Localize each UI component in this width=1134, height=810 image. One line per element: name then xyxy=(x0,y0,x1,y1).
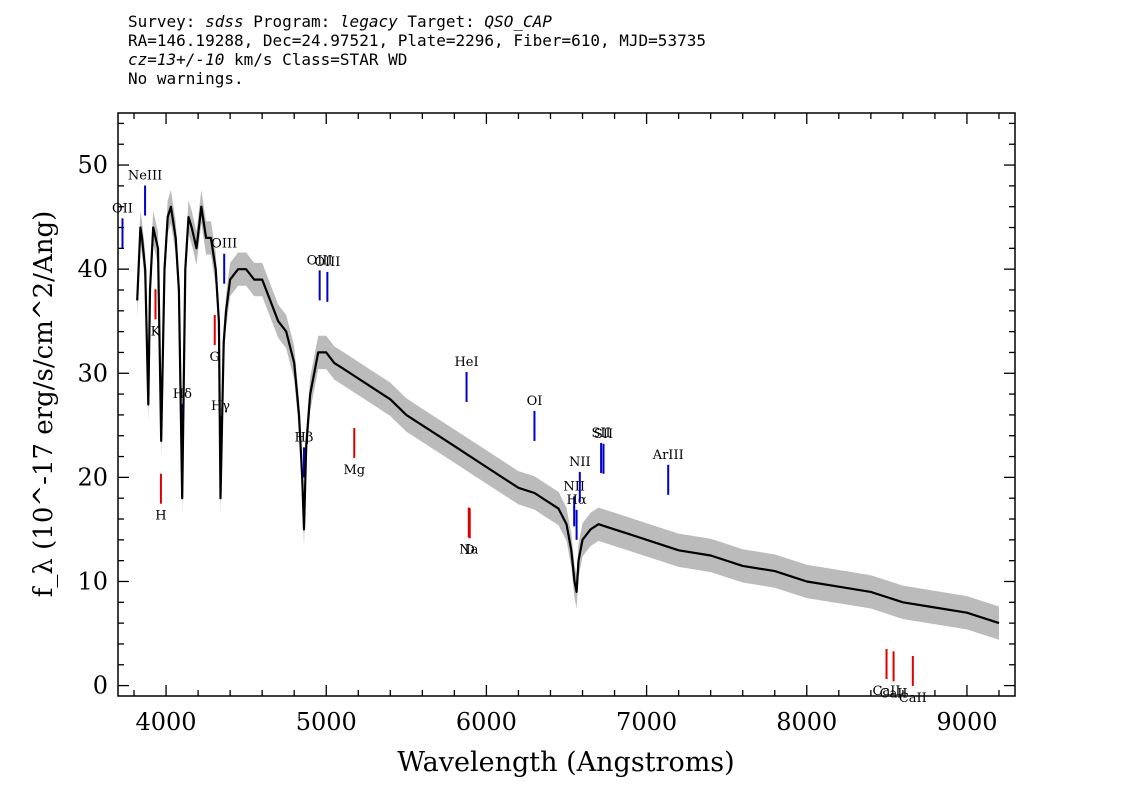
line-marker-label: HeI xyxy=(454,355,478,370)
line-marker-label: D xyxy=(465,543,475,558)
x-tick-label: 4000 xyxy=(136,708,197,736)
x-axis: 4000 5000 6000 7000 8000 9000 xyxy=(133,113,1000,736)
line-marker-label: NII xyxy=(569,455,591,470)
y-tick-label: 20 xyxy=(77,463,108,491)
y-axis: 0 10 20 30 40 50 xyxy=(77,122,1015,700)
line-marker-label: OIII xyxy=(307,253,333,268)
line-marker-label: H xyxy=(155,509,166,524)
program-label: Program: xyxy=(243,12,340,31)
y-axis-label-text: f_λ (10^-17 erg/s/cm^2/Ang) xyxy=(29,211,59,597)
y-axis-label: f_λ (10^-17 erg/s/cm^2/Ang) xyxy=(29,211,59,597)
class-value: km/s Class=STAR WD xyxy=(224,50,408,69)
x-tick-label: 5000 xyxy=(296,708,357,736)
error-band xyxy=(137,190,999,640)
line-marker-label: K xyxy=(151,324,161,339)
x-tick-label: 9000 xyxy=(936,708,997,736)
header-line-coordinates: RA=146.19288, Dec=24.97521, Plate=2296, … xyxy=(128,31,706,50)
y-tick-label: 40 xyxy=(77,255,108,283)
survey-label: Survey: xyxy=(128,12,206,31)
program-value: legacy xyxy=(339,12,398,31)
line-marker-label: OI xyxy=(527,394,543,409)
line-marker-label: Na xyxy=(459,543,478,558)
target-value: QSO_CAP xyxy=(484,12,552,31)
y-tick-label: 10 xyxy=(77,567,108,595)
header-line-warnings: No warnings. xyxy=(128,69,244,88)
line-marker-label: OII xyxy=(112,201,133,216)
line-marker-label: ArIII xyxy=(652,448,684,463)
y-tick-label: 0 xyxy=(93,672,108,700)
redshift-value: cz=13+/-10 xyxy=(128,50,225,69)
line-marker-label: OIII xyxy=(314,255,340,270)
line-marker-label: SII xyxy=(592,426,611,441)
x-tick-label: 8000 xyxy=(776,708,837,736)
header-line-redshift: cz=13+/-10 km/s Class=STAR WD xyxy=(128,50,706,69)
x-axis-label: Wavelength (Angstroms) xyxy=(397,747,734,778)
line-markers: NeIIIOIIHδHγOIIIHβOIIIOIIIHeIOINIIHαNIIS… xyxy=(112,169,927,706)
line-marker-label: NeIII xyxy=(128,169,162,184)
line-marker-label: SII xyxy=(594,427,613,442)
y-tick-label: 50 xyxy=(77,151,108,179)
survey-value: sdss xyxy=(205,12,244,31)
line-marker-label: Hβ xyxy=(295,430,314,445)
target-label: Target: xyxy=(397,12,485,31)
y-tick-label: 30 xyxy=(77,359,108,387)
line-marker-label: G xyxy=(210,350,220,365)
line-marker-label: CaII xyxy=(880,686,908,701)
line-marker-label: CaII xyxy=(899,691,927,706)
error-band-area xyxy=(137,190,999,640)
plot-frame xyxy=(117,112,1016,697)
line-marker-label: OIII xyxy=(211,237,237,252)
x-tick-label: 7000 xyxy=(616,708,677,736)
x-tick-label: 6000 xyxy=(456,708,517,736)
line-marker-label: Hα xyxy=(567,493,587,508)
flux-line xyxy=(136,205,1000,625)
line-marker-label: Hδ xyxy=(173,387,192,402)
line-marker-label: Mg xyxy=(343,463,365,478)
header-line-target: Survey: sdss Program: legacy Target: QSO… xyxy=(128,12,706,31)
spectrum-header: Survey: sdss Program: legacy Target: QSO… xyxy=(128,12,706,88)
